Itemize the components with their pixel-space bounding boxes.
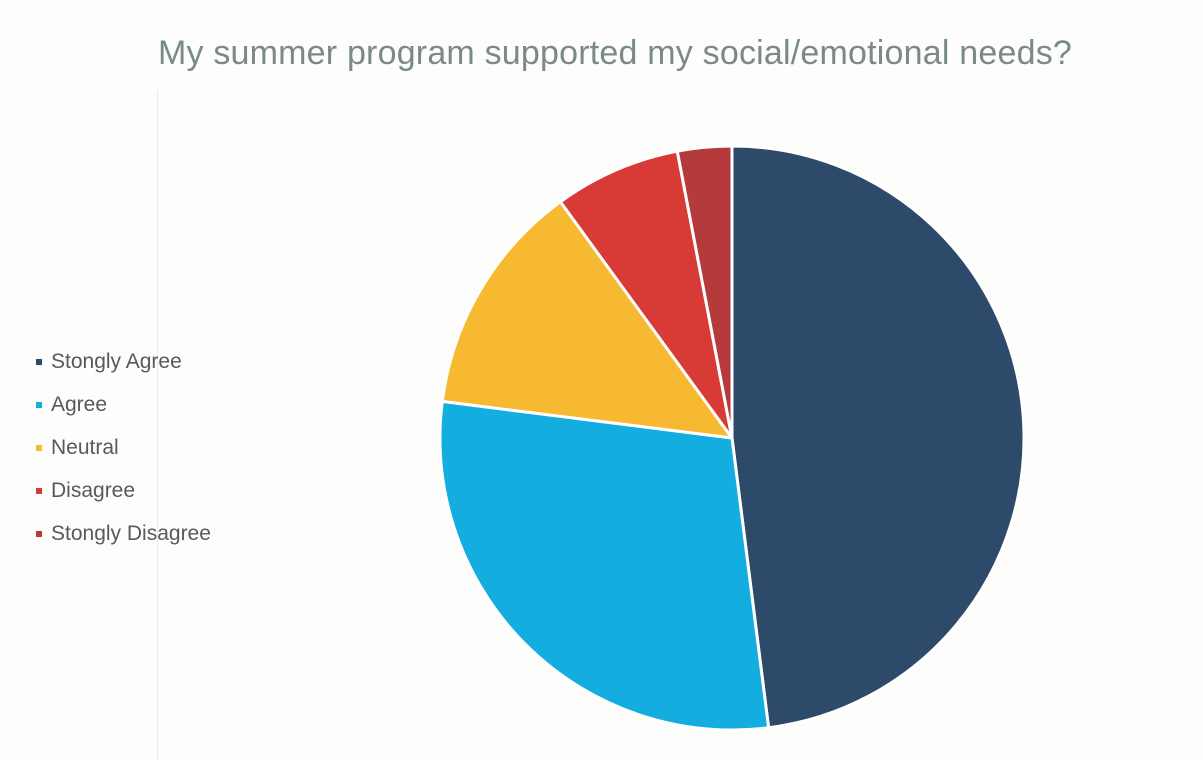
legend-swatch	[36, 401, 42, 408]
legend-swatch	[36, 530, 42, 537]
legend-swatch	[36, 444, 42, 451]
legend-swatch	[36, 358, 42, 365]
legend-item-strongly-agree: Stongly Agree	[36, 340, 211, 383]
legend-item-disagree: Disagree	[36, 469, 211, 512]
legend-label: Disagree	[51, 478, 136, 502]
chart-title: My summer program supported my social/em…	[157, 34, 1073, 72]
scan-divider-line	[157, 90, 158, 760]
legend-item-agree: Agree	[36, 383, 211, 426]
legend-label: Agree	[51, 392, 108, 416]
legend-item-neutral: Neutral	[36, 426, 211, 469]
legend-swatch	[36, 487, 42, 494]
pie-slice-disagree	[558, 149, 734, 440]
pie-slice-stongly-agree	[730, 144, 1026, 730]
legend-label: Neutral	[51, 435, 119, 459]
legend-label: Stongly Agree	[51, 349, 182, 373]
legend-item-strongly-disagree: Stongly Disagree	[36, 512, 211, 555]
legend-label: Stongly Disagree	[51, 521, 211, 545]
chart-legend: Stongly Agree Agree Neutral Disagree Sto…	[36, 340, 211, 555]
pie-slice-neutral	[440, 200, 734, 440]
pie-slice-agree	[438, 399, 771, 732]
pie-slice-stongly-disagree	[675, 144, 734, 440]
